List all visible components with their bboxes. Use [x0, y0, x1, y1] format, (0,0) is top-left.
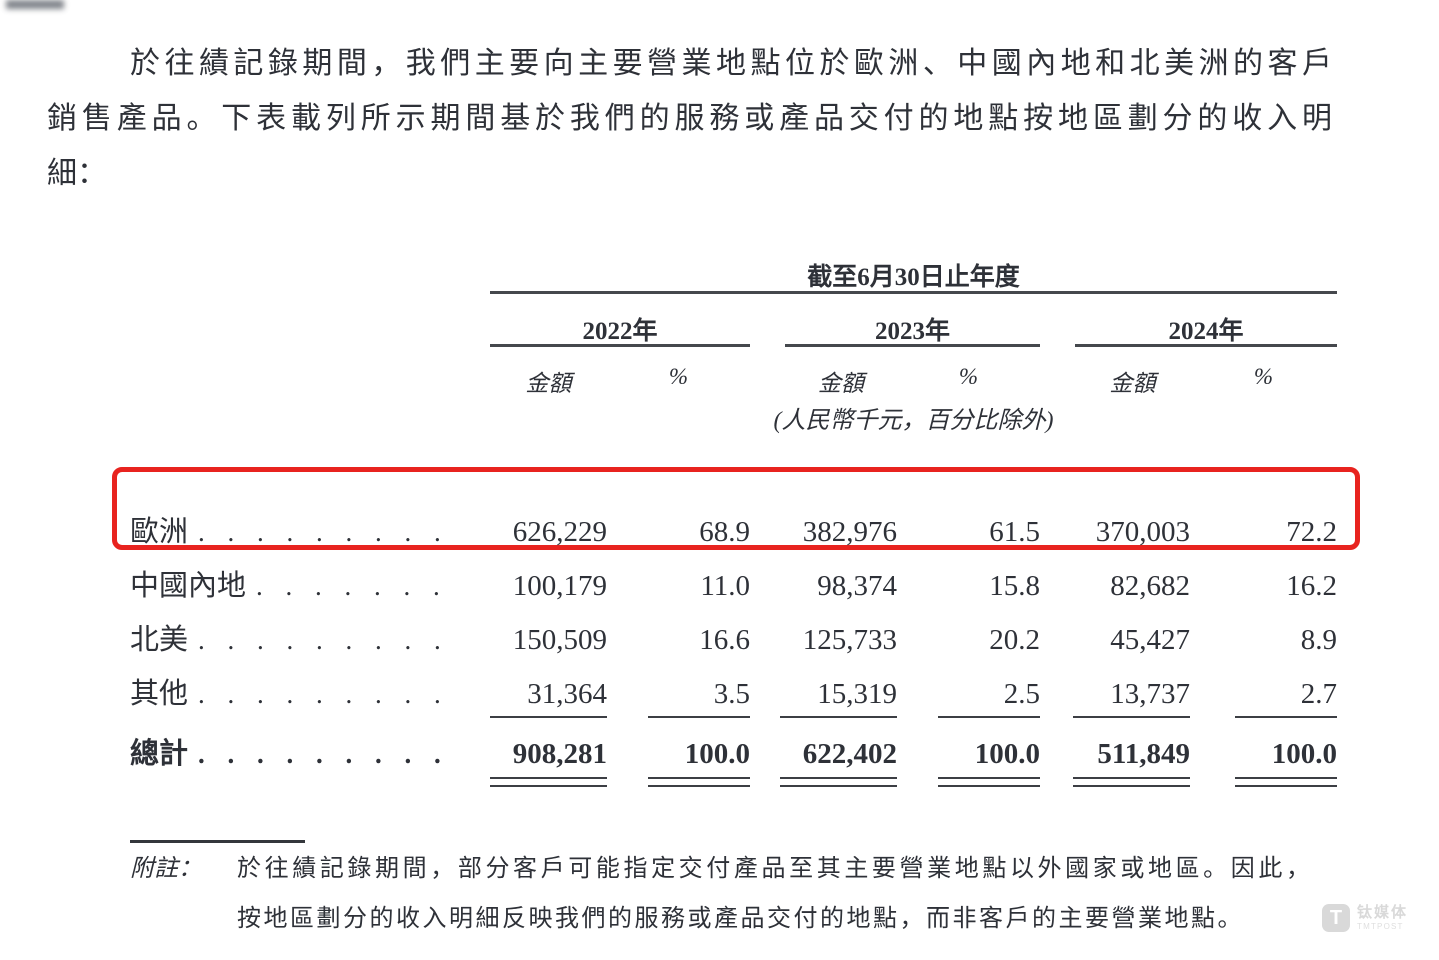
intro-paragraph-line: 細：	[47, 157, 107, 190]
cell-2024-amount: 82,682	[1110, 570, 1190, 602]
dot-leader: . . . . . . . . . . . . . . . . . . . . …	[198, 739, 451, 769]
scan-artifact	[6, 0, 64, 9]
cell-2023-percent: 61.5	[989, 516, 1040, 548]
cell-2024-amount: 370,003	[1095, 516, 1190, 548]
col-header-amount: 金額	[525, 371, 572, 396]
year-header-2023: 2023年	[874, 318, 950, 345]
row-label-cell: 歐洲 . . . . . . . . . . . . . . . . . . .…	[130, 505, 465, 559]
row-label: 北美	[130, 624, 189, 656]
double-rule	[648, 777, 750, 787]
col-header-amount: 金額	[818, 371, 864, 396]
cell-2023-percent: 15.8	[989, 570, 1040, 602]
table-span-header: 截至6月30日止年度	[807, 264, 1020, 291]
double-rule	[1235, 777, 1337, 787]
cell-2023-amount: 15,319	[750, 667, 897, 721]
double-rule	[938, 777, 1040, 787]
cell-2023-amount: 125,733	[802, 624, 897, 656]
cell-2022-amount: 31,364	[465, 667, 607, 721]
cell-2022-percent: 11.0	[700, 570, 750, 602]
dot-leader: . . . . . . . . . . . . . . . . . . . . …	[198, 679, 451, 709]
double-rule	[490, 777, 607, 787]
footnote-text-line: 按地區劃分的收入明細反映我們的服務或產品交付的地點，而非客戶的主要營業地點。	[237, 906, 1244, 932]
footnote-rule	[130, 840, 305, 843]
dot-leader: . . . . . . . . . . . . . . . . . . . . …	[198, 517, 451, 547]
cell-2024-amount: 45,427	[1110, 624, 1190, 656]
row-label-cell: 總計 . . . . . . . . . . . . . . . . . . .…	[130, 727, 465, 781]
cell-2022-amount: 626,229	[512, 516, 607, 548]
single-rule	[780, 716, 897, 718]
unit-note: (人民幣千元，百分比除外)	[773, 408, 1054, 434]
col-header-percent: %	[958, 364, 979, 389]
cell-2023-percent: 20.2	[989, 624, 1040, 656]
single-rule	[1235, 716, 1337, 718]
table-row-mainland-china: 中國內地 . . . . . . . . . . . . . . . . . .…	[130, 559, 1337, 613]
tmtpost-logo-icon: T	[1322, 904, 1350, 932]
watermark-caption: TMTPOST	[1357, 922, 1404, 931]
row-label-cell: 中國內地 . . . . . . . . . . . . . . . . . .…	[130, 559, 465, 613]
cell-2022-amount: 100,179	[512, 570, 607, 602]
dot-leader: . . . . . . . . . . . . . . . . . . . . …	[198, 625, 451, 655]
cell-2024-percent: 16.2	[1286, 570, 1337, 602]
footnote-label: 附註：	[130, 856, 202, 882]
cell-2023-amount: 622,402	[750, 727, 897, 787]
table-row-total: 總計 . . . . . . . . . . . . . . . . . . .…	[130, 727, 1337, 787]
year-header-2024: 2024年	[1168, 318, 1244, 345]
col-header-percent: %	[1253, 364, 1274, 389]
row-label: 總計	[130, 738, 189, 770]
cell-2022-percent: 16.6	[699, 624, 750, 656]
intro-paragraph-line: 銷售產品。下表載列所示期間基於我們的服務或產品交付的地點按地區劃分的收入明	[47, 102, 1332, 135]
cell-2024-amount: 511,849	[1040, 727, 1190, 787]
row-label-cell: 北美 . . . . . . . . . . . . . . . . . . .…	[130, 613, 465, 667]
row-label: 中國內地	[130, 570, 247, 602]
double-rule	[1073, 777, 1190, 787]
year-header-rule	[490, 344, 750, 347]
col-header-amount: 金額	[1109, 371, 1156, 396]
table-row-europe: 歐洲 . . . . . . . . . . . . . . . . . . .…	[130, 505, 1337, 559]
year-header-rule	[785, 344, 1040, 347]
cell-2024-percent: 8.9	[1300, 624, 1337, 656]
cell-2022-percent: 3.5	[607, 667, 750, 721]
cell-2022-percent: 100.0	[607, 727, 750, 787]
cell-2023-percent: 2.5	[897, 667, 1040, 721]
double-rule	[780, 777, 897, 787]
tmtpost-watermark: T 钛媒体 TMTPOST	[1322, 904, 1408, 932]
single-rule	[648, 716, 750, 718]
row-label: 歐洲	[130, 516, 189, 548]
watermark-text: 钛媒体 TMTPOST	[1357, 904, 1408, 932]
cell-2022-amount: 150,509	[512, 624, 607, 656]
year-header-2022: 2022年	[582, 318, 658, 345]
col-header-percent: %	[668, 364, 689, 389]
revenue-table-body: 歐洲 . . . . . . . . . . . . . . . . . . .…	[130, 505, 1337, 787]
cell-2024-percent: 2.7	[1190, 667, 1337, 721]
highlight-box	[112, 467, 1360, 550]
cell-2023-amount: 98,374	[817, 570, 897, 602]
cell-2022-percent: 68.9	[699, 516, 750, 548]
year-header-rule	[1075, 344, 1337, 347]
intro-paragraph-line: 於往績記錄期間，我們主要向主要營業地點位於歐洲、中國內地和北美洲的客戶	[130, 47, 1332, 80]
cell-2023-amount: 382,976	[802, 516, 897, 548]
cell-2022-amount: 908,281	[465, 727, 607, 787]
table-row-north-america: 北美 . . . . . . . . . . . . . . . . . . .…	[130, 613, 1337, 667]
table-row-others: 其他 . . . . . . . . . . . . . . . . . . .…	[130, 667, 1337, 721]
dot-leader: . . . . . . . . . . . . . . . . . . . . …	[256, 571, 451, 601]
cell-2023-percent: 100.0	[897, 727, 1040, 787]
single-rule	[938, 716, 1040, 718]
single-rule	[1073, 716, 1190, 718]
cell-2024-amount: 13,737	[1040, 667, 1190, 721]
footnote-text-line: 於往績記錄期間，部分客戶可能指定交付產品至其主要營業地點以外國家或地區。因此，	[237, 856, 1310, 882]
row-label-cell: 其他 . . . . . . . . . . . . . . . . . . .…	[130, 667, 465, 721]
single-rule	[490, 716, 607, 718]
watermark-name: 钛媒体	[1357, 904, 1409, 921]
cell-2024-percent: 72.2	[1286, 516, 1337, 548]
row-label: 其他	[130, 678, 189, 710]
table-header-rule	[490, 291, 1337, 294]
cell-2024-percent: 100.0	[1190, 727, 1337, 787]
